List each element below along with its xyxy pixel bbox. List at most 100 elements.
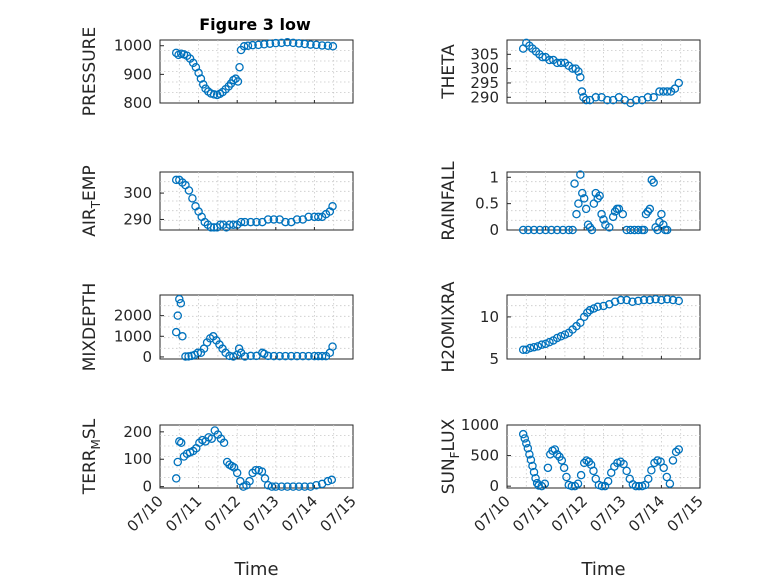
data-point [525, 343, 535, 353]
data-point [251, 465, 260, 475]
y-tick-label: 100 [123, 450, 152, 468]
data-point [618, 209, 628, 219]
data-point [647, 466, 656, 475]
data-point [610, 297, 620, 306]
x-axis-label: Time [580, 559, 625, 580]
data-point [294, 39, 304, 48]
data-point [619, 459, 628, 469]
data-point [670, 84, 680, 93]
data-point [570, 179, 579, 188]
data-point [589, 466, 598, 476]
data-point [193, 348, 203, 358]
data-point [585, 305, 595, 315]
data-point [523, 443, 533, 453]
data-point [292, 351, 302, 361]
data-point [577, 87, 587, 96]
x-tick-label: 07/14 [278, 492, 321, 535]
data-point [576, 72, 585, 82]
data-point [560, 330, 570, 339]
data-point [579, 194, 589, 203]
data-point [616, 295, 626, 305]
data-point [171, 474, 181, 483]
data-point [576, 470, 586, 480]
y-tick-label: 0 [142, 348, 152, 366]
data-point [540, 479, 550, 488]
data-point [298, 351, 308, 361]
data-point [535, 225, 545, 235]
data-point [643, 93, 653, 102]
x-axis-label: Time [233, 559, 278, 580]
data-point [674, 296, 684, 306]
data-point [304, 212, 313, 222]
panel-pressure: 800 900 1000 PRESSURE [80, 27, 354, 116]
data-point [188, 58, 198, 68]
data-point [591, 93, 601, 102]
data-point [628, 297, 637, 306]
data-point [184, 186, 194, 195]
data-point [657, 209, 666, 219]
data-point [252, 217, 261, 227]
y-axis-label: MIXDEPTH [80, 283, 100, 372]
panel-mixdepth: 0 1000 2000 MIXDEPTH [80, 283, 354, 372]
y-tick-label: 295 [470, 74, 499, 92]
data-point [312, 481, 321, 490]
data-point [175, 294, 184, 304]
data-point [245, 476, 254, 486]
data-point [306, 40, 315, 49]
data-point [175, 437, 184, 446]
data-point [593, 302, 602, 312]
data-point [543, 463, 553, 473]
data-point [587, 225, 597, 235]
data-point [259, 40, 269, 49]
y-tick-label: 800 [123, 94, 152, 112]
data-point [304, 351, 313, 361]
x-tick-label: 07/11 [162, 492, 205, 535]
data-point [312, 40, 321, 50]
data-point [633, 225, 643, 235]
data-point [649, 178, 658, 187]
data-point [668, 456, 678, 465]
data-point [263, 481, 273, 490]
data-point [209, 90, 219, 99]
x-tick-label: 07/14 [625, 492, 668, 535]
y-axis-label: AIRTEMP [80, 165, 103, 236]
data-point [537, 340, 546, 349]
data-point [562, 472, 571, 482]
data-point [573, 479, 583, 488]
data-point [323, 476, 333, 486]
data-point [248, 40, 257, 50]
data-point [552, 450, 562, 459]
data-point [246, 217, 255, 227]
data-point [556, 332, 566, 341]
y-axis-label: SUNFLUX [439, 418, 462, 494]
data-point [529, 225, 539, 235]
data-point [574, 67, 583, 76]
data-point [662, 225, 672, 235]
data-point [557, 456, 567, 465]
y-tick-label: 900 [123, 65, 152, 83]
data-point [531, 473, 540, 483]
data-point [572, 209, 581, 219]
data-point [233, 77, 243, 86]
data-point [657, 295, 666, 305]
y-tick-label: 1000 [114, 327, 152, 345]
data-point [662, 87, 672, 96]
panel-pressure: Figure 3 low [199, 15, 311, 34]
data-point [541, 339, 550, 349]
y-tick-label: 0.5 [475, 195, 499, 213]
data-point [257, 467, 267, 476]
y-tick-label: 0 [489, 221, 499, 239]
data-point [263, 351, 273, 361]
data-point [520, 434, 530, 443]
data-point [288, 38, 298, 48]
data-point [277, 38, 286, 48]
data-point [229, 220, 238, 229]
data-point [576, 170, 585, 179]
data-point [263, 215, 273, 224]
data-point [644, 474, 653, 484]
data-point [234, 344, 244, 353]
y-tick-label: 200 [123, 423, 152, 441]
